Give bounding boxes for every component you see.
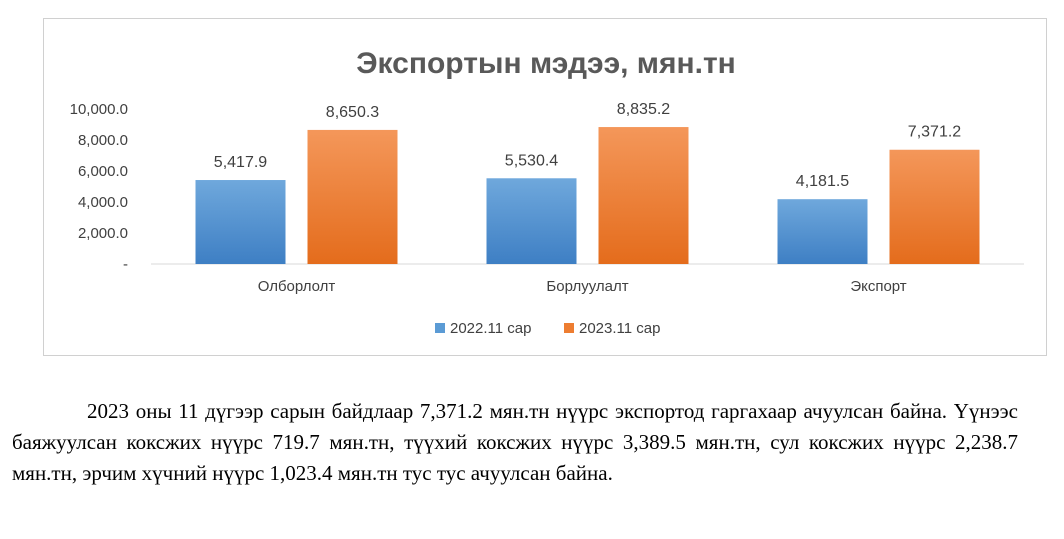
bar (486, 178, 577, 264)
x-category-label: Олборлолт (258, 278, 336, 295)
bar-chart: Экспортын мэдээ, мян.тн - 2,000.0 4,000.0 6… (70, 47, 1024, 337)
y-tick-label: - (123, 256, 128, 273)
y-tick-label: 10,000.0 (70, 101, 128, 118)
legend-swatch (564, 323, 574, 333)
bar (777, 199, 868, 264)
description-paragraph: 2023 оны 11 дүгээр сарын байдлаар 7,371.… (12, 399, 1018, 485)
data-label: 5,530.4 (505, 152, 558, 169)
bar (889, 149, 980, 264)
chart-title: Экспортын мэдээ, мян.тн (356, 47, 736, 80)
data-label: 8,650.3 (326, 104, 379, 121)
x-category-label: Экспорт (850, 278, 906, 295)
y-tick-label: 6,000.0 (78, 163, 128, 180)
data-label: 8,835.2 (617, 101, 670, 118)
legend-swatch (435, 323, 445, 333)
data-label: 7,371.2 (908, 124, 961, 141)
chart-container: Экспортын мэдээ, мян.тн - 2,000.0 4,000.0 6… (43, 18, 1047, 356)
data-label: 4,181.5 (796, 173, 849, 190)
x-category-label: Борлуулалт (546, 278, 628, 295)
y-tick-label: 2,000.0 (78, 225, 128, 242)
bar (195, 180, 286, 264)
y-tick-label: 4,000.0 (78, 194, 128, 211)
data-label: 5,417.9 (214, 154, 267, 171)
bar (598, 127, 689, 264)
y-tick-label: 8,000.0 (78, 132, 128, 149)
legend-label: 2022.11 сар (450, 320, 531, 337)
bar (307, 129, 398, 264)
legend-label: 2023.11 сар (579, 320, 660, 337)
